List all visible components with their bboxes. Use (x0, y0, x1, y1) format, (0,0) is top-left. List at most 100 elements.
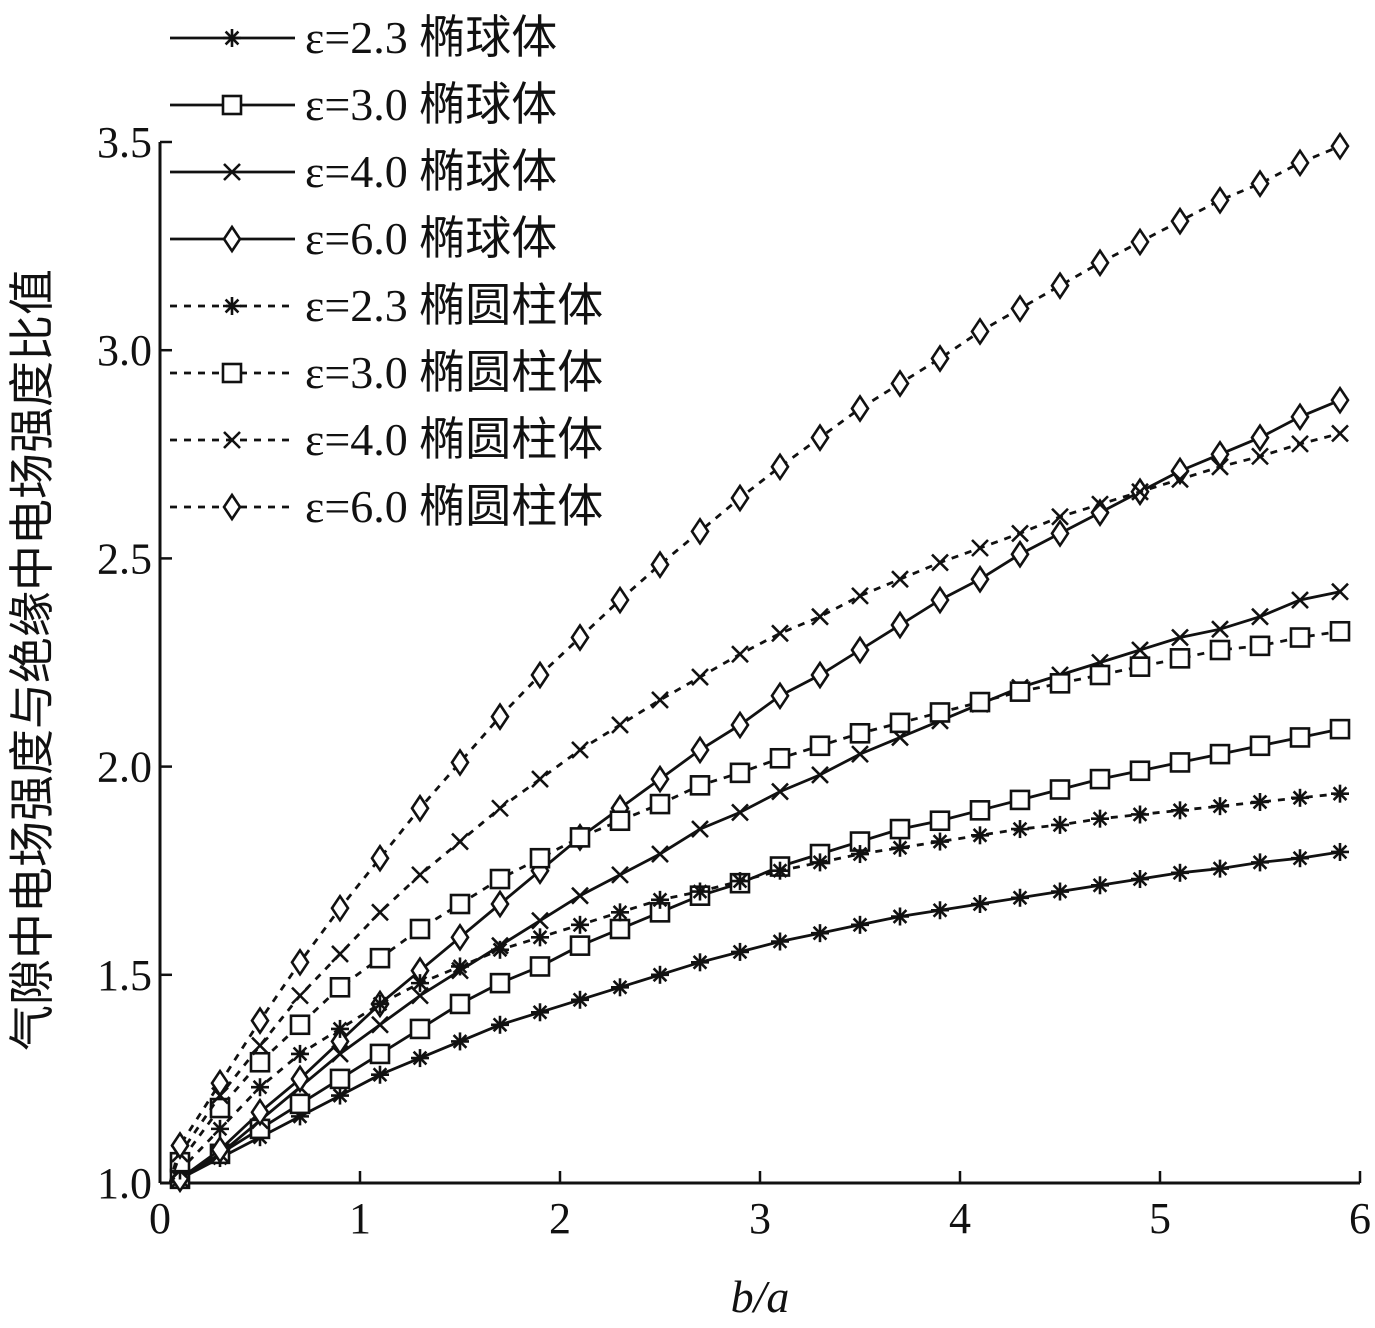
data-point (1171, 801, 1189, 820)
series-8 (168, 131, 1350, 1184)
data-point (609, 810, 631, 832)
data-point (1251, 792, 1269, 811)
data-point (611, 903, 629, 922)
data-point (611, 978, 629, 997)
legend-entry-8: ε=6.0 椭圆柱体 (170, 481, 603, 532)
data-point (331, 945, 349, 963)
legend-entry-1: ε=2.3 椭球体 (170, 12, 557, 63)
data-point (609, 918, 631, 940)
data-point (1291, 849, 1309, 868)
data-point (930, 344, 950, 373)
data-point (610, 585, 630, 615)
y-tick-label: 1.5 (97, 951, 152, 1000)
data-point (1331, 424, 1349, 443)
legend-marker (221, 362, 243, 384)
series-6 (168, 620, 1351, 1184)
data-point (969, 691, 991, 713)
data-point (649, 793, 671, 815)
data-point (1171, 628, 1189, 647)
data-point (411, 865, 429, 884)
data-point (1009, 681, 1031, 702)
data-point (210, 1068, 230, 1098)
data-point (931, 553, 949, 572)
data-point (529, 847, 551, 869)
legend-marker (223, 297, 241, 315)
data-point (971, 539, 989, 557)
y-tick-label: 3.5 (97, 118, 152, 167)
data-point (1250, 169, 1270, 198)
data-point (1249, 735, 1271, 757)
data-point (1289, 627, 1311, 648)
data-point (451, 1032, 469, 1051)
data-point (1331, 842, 1349, 861)
data-point (1010, 294, 1030, 323)
data-point (851, 745, 869, 764)
data-point (811, 766, 829, 784)
data-point (1289, 727, 1311, 748)
data-point (969, 800, 991, 821)
data-point (691, 820, 709, 838)
data-point (371, 994, 389, 1013)
data-point (490, 889, 510, 919)
data-point (931, 832, 949, 851)
data-point (1051, 507, 1069, 526)
data-point (970, 317, 990, 346)
data-point (1051, 815, 1069, 834)
data-point (489, 972, 511, 994)
data-point (530, 660, 550, 690)
data-point (611, 716, 629, 734)
data-point (290, 1064, 310, 1094)
legend-entry-7: ε=4.0 椭圆柱体 (170, 414, 603, 465)
data-point (1211, 620, 1229, 639)
data-point (371, 903, 389, 922)
data-point (1011, 524, 1029, 543)
data-point (650, 550, 670, 579)
data-point (291, 986, 309, 1005)
data-point (690, 735, 710, 765)
series-7 (168, 424, 1349, 1184)
data-point (930, 585, 950, 615)
x-tick-label: 0 (149, 1194, 171, 1243)
data-point (291, 1044, 309, 1063)
data-point (251, 1036, 269, 1055)
data-point (250, 1097, 270, 1127)
data-point (1211, 859, 1229, 878)
series-2 (169, 718, 1351, 1190)
data-point (889, 712, 911, 734)
x-tick-label: 5 (1149, 1194, 1171, 1243)
data-point (489, 868, 511, 890)
data-point (290, 947, 310, 977)
data-point (1251, 607, 1269, 626)
data-point (211, 1119, 229, 1138)
data-point (449, 993, 471, 1015)
data-point (491, 799, 509, 818)
data-point (249, 1051, 271, 1073)
data-point (1211, 457, 1229, 476)
data-point (1330, 385, 1350, 415)
data-point (370, 843, 390, 873)
data-point (1329, 620, 1351, 642)
data-point (1091, 876, 1109, 895)
data-point (809, 735, 831, 757)
data-point (571, 915, 589, 934)
data-point (369, 947, 391, 969)
data-point (651, 691, 669, 709)
data-point (1049, 779, 1071, 800)
data-point (770, 681, 790, 711)
series-line (169, 727, 1341, 1185)
data-point (529, 956, 551, 977)
data-point (1129, 760, 1151, 782)
data-point (531, 928, 549, 947)
data-point (729, 762, 751, 784)
legend-entry-3: ε=4.0 椭球体 (170, 146, 557, 197)
data-point (810, 660, 830, 690)
data-point (1291, 591, 1309, 609)
data-point (1011, 820, 1029, 839)
y-tick-label: 2.0 (97, 743, 152, 792)
data-point (1130, 227, 1150, 257)
data-point (891, 570, 909, 589)
data-point (1131, 870, 1149, 889)
series-layer (168, 131, 1351, 1194)
legend-label: ε=2.3 椭圆柱体 (305, 280, 603, 331)
